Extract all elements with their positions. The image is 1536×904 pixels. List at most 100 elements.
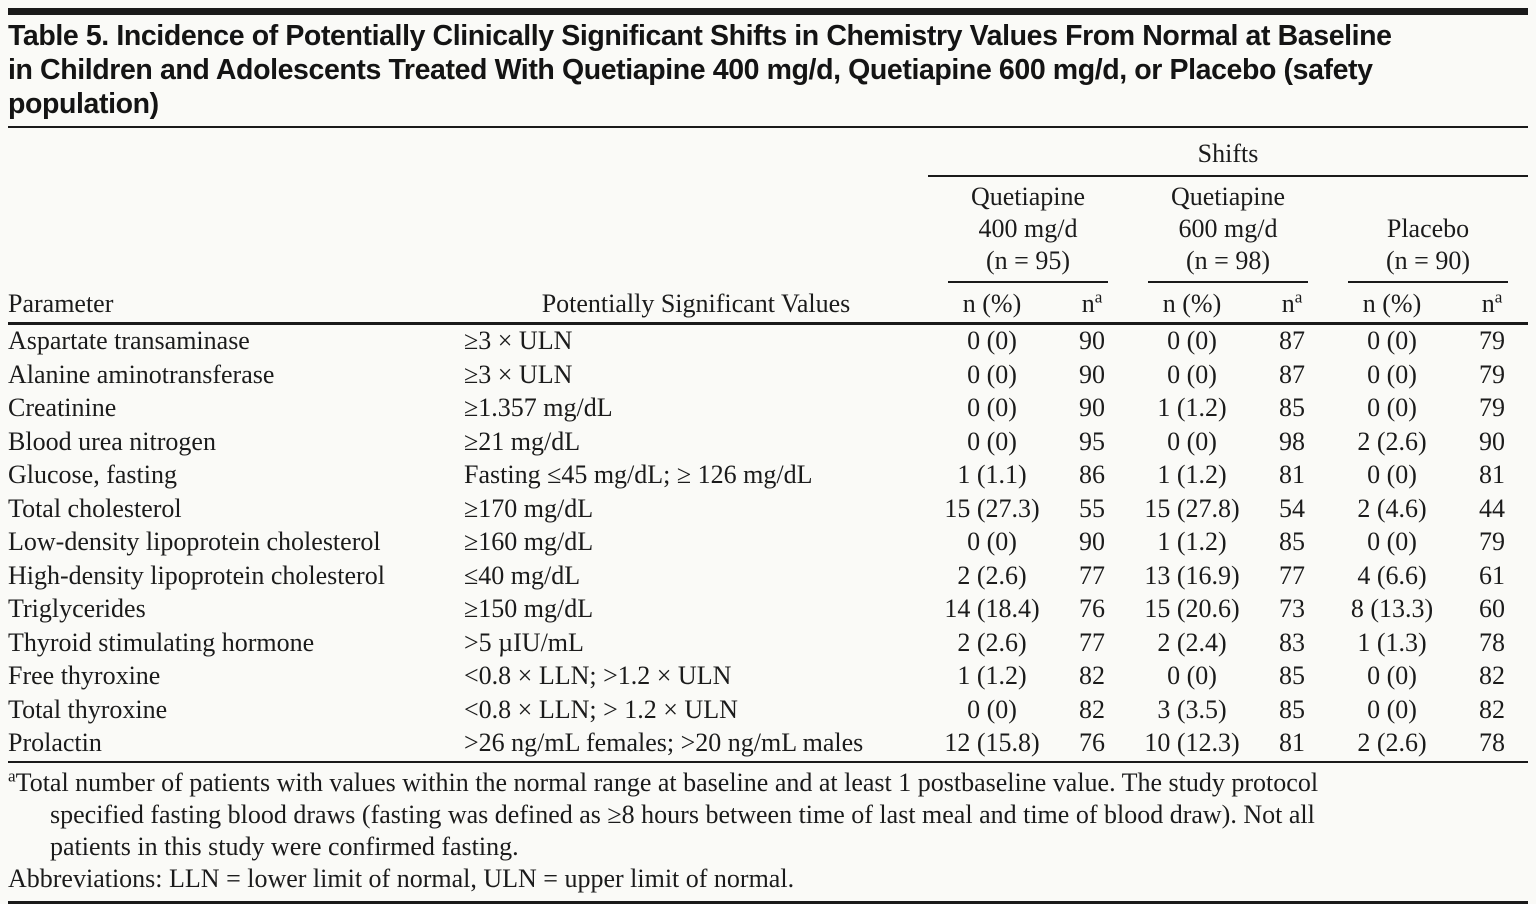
n-percent-cell: 1 (1.3) — [1357, 627, 1427, 657]
n-percent-cell: 10 (12.3) — [1128, 727, 1256, 763]
n-count-cell: 85 — [1279, 694, 1305, 724]
n-count-cell: 78 — [1456, 727, 1529, 763]
footnote-a-line-2: specified fasting blood draws (fasting w… — [50, 799, 1315, 829]
table-row: High-density lipoprotein cholesterol ≤40 … — [8, 560, 1528, 594]
n-percent-cell: 2 (2.6) — [1357, 426, 1427, 456]
parameter-cell: Free thyroxine — [8, 661, 161, 690]
n-percent-cell: 0 (0) — [1367, 527, 1417, 556]
group-header-inner: Quetiapine 600 mg/d (n = 98) — [1148, 181, 1308, 283]
parameter-cell: Alanine aminotransferase — [8, 359, 275, 389]
criteria-cell: Fasting ≤45 mg/dL; ≥ 126 mg/dL — [464, 460, 813, 489]
table-title-line-3: population) — [8, 88, 159, 120]
n-count-cell: 76 — [1056, 727, 1128, 763]
footnote-a-marker: a — [1094, 287, 1103, 307]
n-percent-cell: 15 (27.3) — [944, 493, 1040, 523]
n-percent-cell: 15 (20.6) — [1144, 594, 1240, 623]
table-body: Aspartate transaminase ≥3 × ULN 0 (0) 90 0 (… — [8, 324, 1529, 763]
n-count-cell: 81 — [1279, 460, 1305, 489]
n-count-cell: 54 — [1279, 493, 1305, 523]
n-count-cell: 90 — [1079, 527, 1105, 556]
n-percent-cell: 15 (27.8) — [1144, 493, 1240, 523]
n-percent-cell: 1 (1.2) — [1157, 460, 1227, 489]
table-title-line-2: in Children and Adolescents Treated With… — [8, 54, 1373, 86]
data-table: Shifts Quetiapine 400 mg/d (n = 95) Quet… — [8, 128, 1529, 763]
footnote-a-text: Total number of patients with values wit… — [15, 767, 1319, 797]
n-percent-cell: 3 (3.5) — [1157, 694, 1227, 724]
parameter-cell: Aspartate transaminase — [8, 326, 250, 355]
group-header-quetiapine-600: Quetiapine 600 mg/d (n = 98) — [1128, 176, 1328, 283]
group-name-line: Quetiapine — [1170, 182, 1286, 211]
n-percent-cell: 0 (0) — [967, 694, 1017, 724]
group-dose-line: 600 mg/d — [1178, 214, 1278, 243]
group-dose-line: 400 mg/d — [978, 214, 1078, 243]
criteria-cell: ≥170 mg/dL — [464, 493, 594, 523]
n-percent-cell: 14 (18.4) — [944, 594, 1040, 623]
n-percent-cell: 2 (2.6) — [957, 560, 1027, 590]
group-spacer — [8, 176, 928, 283]
table-row: Creatinine ≥1.357 mg/dL 0 (0) 90 1 (1.2) 85 0 … — [8, 392, 1528, 426]
treatment-group-row: Quetiapine 400 mg/d (n = 95) Quetiapine … — [8, 176, 1528, 283]
n-count-cell: 85 — [1279, 527, 1305, 556]
group-n-line: (n = 90) — [1386, 246, 1470, 275]
parameter-cell: Glucose, fasting — [8, 460, 177, 489]
footnote-a-marker: a — [1494, 287, 1503, 307]
n-percent-cell: 13 (16.9) — [1144, 560, 1240, 590]
n-percent-cell: 0 (0) — [1367, 694, 1417, 724]
column-header-n-q400: na — [1056, 283, 1128, 325]
n-count-cell: 87 — [1279, 326, 1305, 355]
group-name-line: Placebo — [1386, 214, 1470, 243]
table-row: Glucose, fasting Fasting ≤45 mg/dL; ≥ 126… — [8, 459, 1528, 493]
spanner-spacer — [8, 128, 928, 176]
n-count-cell: 73 — [1279, 594, 1305, 623]
abbreviations-line: Abbreviations: LLN = lower limit of norm… — [8, 863, 795, 893]
table-row: Total cholesterol ≥170 mg/dL 15 (27.3) 55 15… — [8, 493, 1528, 527]
n-count-cell: 90 — [1479, 426, 1506, 456]
title-divider-rule — [8, 126, 1528, 128]
table-row: Alanine aminotransferase ≥3 × ULN 0 (0) 90 0… — [8, 359, 1528, 393]
criteria-cell: ≥21 mg/dL — [464, 426, 581, 456]
column-header-n-pct-q600: n (%) — [1128, 283, 1256, 325]
n-count-cell: 44 — [1479, 493, 1506, 523]
criteria-cell: ≥150 mg/dL — [464, 594, 594, 623]
n-percent-cell: 2 (2.6) — [957, 627, 1027, 657]
column-header-significant-values: Potentially Significant Values — [464, 283, 928, 325]
n-count-cell: 76 — [1079, 594, 1105, 623]
table-row: Free thyroxine <0.8 × LLN; >1.2 × ULN 1 (1… — [8, 660, 1528, 694]
n-count-cell: 82 — [1479, 694, 1506, 724]
n-count-cell: 85 — [1279, 661, 1305, 690]
n-count-cell: 86 — [1079, 460, 1105, 489]
column-header-n-placebo: na — [1456, 283, 1529, 325]
criteria-cell: <0.8 × LLN; > 1.2 × ULN — [464, 694, 738, 724]
footnote-a-marker: a — [1294, 287, 1303, 307]
group-header-inner: Quetiapine 400 mg/d (n = 95) — [948, 181, 1108, 283]
table-row: Low-density lipoprotein cholesterol ≥160 … — [8, 526, 1528, 560]
n-count-cell: 61 — [1479, 560, 1506, 590]
n-percent-cell: 2 (2.6) — [1328, 727, 1456, 763]
table-row: Total thyroxine <0.8 × LLN; > 1.2 × ULN 0 … — [8, 694, 1528, 728]
group-header-quetiapine-400: Quetiapine 400 mg/d (n = 95) — [928, 176, 1128, 283]
parameter-cell: Blood urea nitrogen — [8, 426, 216, 456]
criteria-cell: >5 µIU/mL — [464, 627, 584, 657]
n-percent-cell: 0 (0) — [1167, 359, 1217, 389]
n-count-cell: 82 — [1079, 694, 1105, 724]
n-percent-cell: 0 (0) — [1367, 326, 1417, 355]
n-count-cell: 79 — [1479, 326, 1506, 355]
n-percent-cell: 0 (0) — [967, 359, 1017, 389]
n-count-cell: 77 — [1079, 627, 1105, 657]
criteria-cell: ≥160 mg/dL — [464, 527, 594, 556]
column-header-n-q600: na — [1256, 283, 1328, 325]
criteria-cell: ≤40 mg/dL — [464, 560, 581, 590]
n-count-cell: 82 — [1079, 661, 1105, 690]
n-percent-cell: 1 (1.1) — [957, 460, 1027, 489]
table-row: Triglycerides ≥150 mg/dL 14 (18.4) 76 15 (20… — [8, 593, 1528, 627]
n-count-cell: 81 — [1479, 460, 1506, 489]
shifts-spanner-row: Shifts — [8, 128, 1529, 177]
n-percent-cell: 1 (1.2) — [1157, 393, 1227, 422]
n-count-cell: 81 — [1256, 727, 1328, 763]
n-count-cell: 79 — [1479, 527, 1506, 556]
n-count-cell: 98 — [1279, 426, 1305, 456]
table-row: Aspartate transaminase ≥3 × ULN 0 (0) 90 0 (… — [8, 324, 1528, 359]
table-title-line-1: Table 5. Incidence of Potentially Clinic… — [8, 20, 1392, 52]
n-percent-cell: 1 (1.2) — [957, 661, 1027, 690]
n-count-cell: 82 — [1479, 661, 1506, 690]
